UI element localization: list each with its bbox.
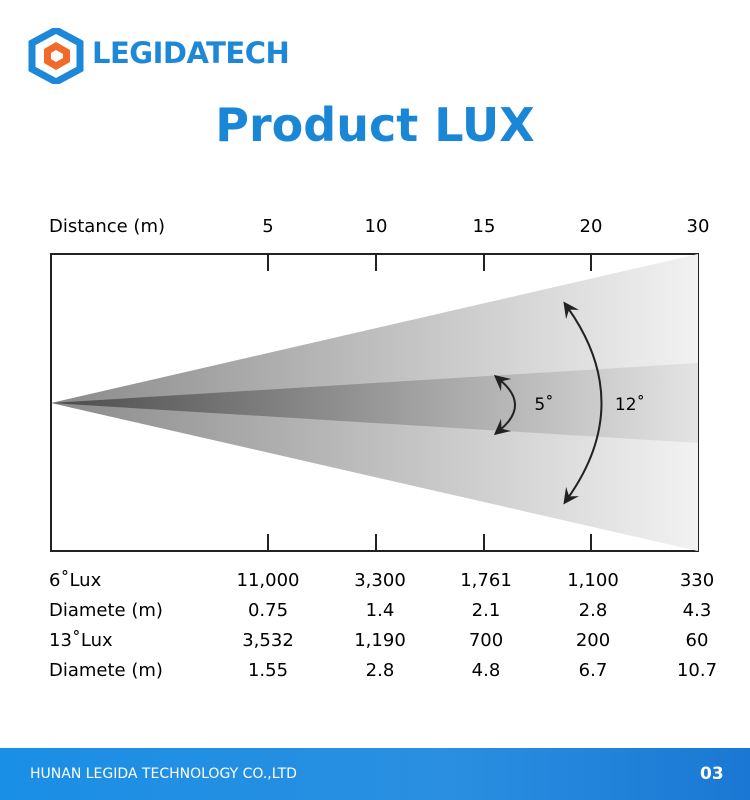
- table-cell: 2.1: [471, 600, 501, 621]
- table-cell: 1,100: [567, 570, 619, 591]
- table-cell: 4.3: [682, 600, 712, 621]
- table-cell: 1.55: [247, 660, 289, 681]
- beam-diagram: 5˚ 12˚ Distance (m) 5 10 15 20 30: [49, 216, 710, 552]
- distance-value: 15: [473, 216, 496, 237]
- outer-arrow: [563, 301, 603, 505]
- table-cell: 10.7: [676, 660, 718, 681]
- table-cell: 6.7: [578, 660, 608, 681]
- table-cell: 1,761: [460, 570, 512, 591]
- table-cell: 11,000: [236, 570, 300, 591]
- table-cell: 330: [679, 570, 715, 591]
- table-cell: 1,190: [354, 630, 406, 651]
- inner-angle: 5˚: [534, 394, 553, 415]
- distance-value: 30: [687, 216, 710, 237]
- logo-icon: [28, 28, 84, 84]
- table-cell: 3,532: [242, 630, 294, 651]
- inner-beam: [51, 363, 698, 443]
- page-number: 03: [700, 764, 724, 784]
- table-cell: 200: [575, 630, 611, 651]
- table-cell: 4.8: [471, 660, 501, 681]
- distance-value: 5: [262, 216, 273, 237]
- footer-bar: [0, 748, 750, 800]
- table-cell: 700: [468, 630, 504, 651]
- row-label: 6˚Lux: [49, 570, 102, 591]
- table-cell: 2.8: [365, 660, 395, 681]
- row-label: 13˚Lux: [49, 630, 113, 651]
- row-label: Diamete (m): [49, 660, 163, 681]
- table-cell: 1.4: [365, 600, 395, 621]
- footer-company: HUNAN LEGIDA TECHNOLOGY CO.,LTD: [30, 766, 297, 782]
- table-cell: 2.8: [578, 600, 608, 621]
- row-label: Diamete (m): [49, 600, 163, 621]
- outer-angle: 12˚: [615, 394, 645, 415]
- page-title: Product LUX: [215, 98, 535, 152]
- inner-arrow: [493, 374, 516, 436]
- brand: LEGIDATECH: [92, 36, 290, 70]
- table-cell: 60: [685, 630, 709, 651]
- distance-value: 20: [580, 216, 603, 237]
- distance-value: 10: [365, 216, 388, 237]
- table-cell: 3,300: [354, 570, 406, 591]
- distance-label: Distance (m): [49, 216, 165, 237]
- table-cell: 0.75: [247, 600, 289, 621]
